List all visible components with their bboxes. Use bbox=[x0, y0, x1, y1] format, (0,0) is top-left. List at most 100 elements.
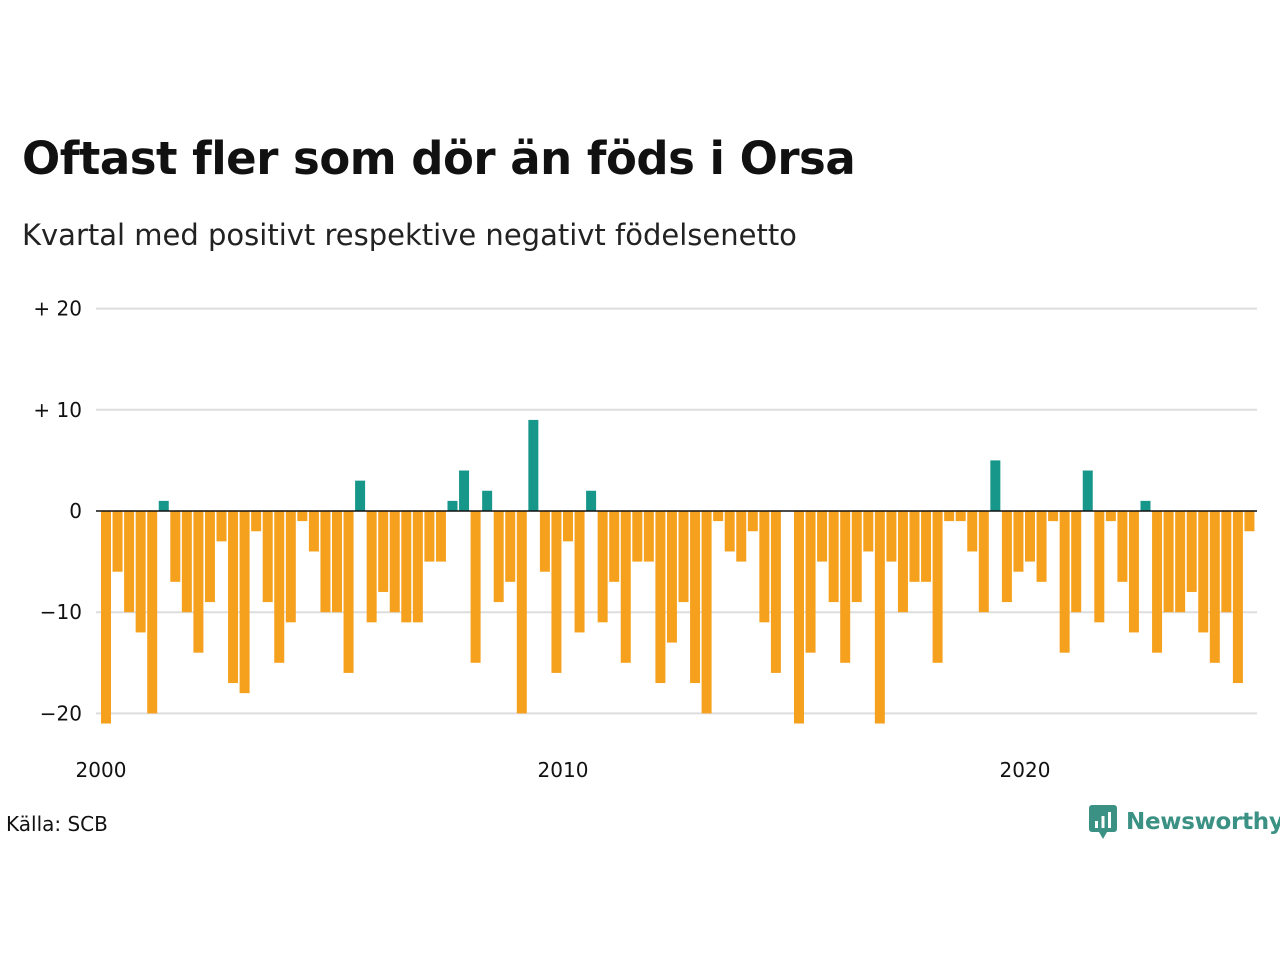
bar-negative bbox=[967, 511, 978, 552]
bar-negative bbox=[713, 511, 724, 522]
bar-negative bbox=[620, 511, 631, 663]
bar-negative bbox=[1048, 511, 1059, 522]
bar-negative bbox=[563, 511, 573, 542]
bar-negative bbox=[1232, 511, 1243, 684]
bar-negative bbox=[147, 511, 158, 714]
bar-negative bbox=[690, 511, 701, 684]
bar-positive bbox=[482, 490, 493, 511]
bar-negative bbox=[239, 511, 250, 694]
bar-negative bbox=[170, 511, 181, 582]
bar-negative bbox=[747, 511, 758, 532]
x-tick-label: 2000 bbox=[76, 758, 127, 782]
bar-negative bbox=[412, 511, 423, 623]
bar-negative bbox=[112, 511, 123, 572]
bar-chart: + 20 + 10 0 −10 −20 2000 2010 2020 bbox=[33, 297, 1257, 782]
bar-negative bbox=[1186, 511, 1197, 592]
bar-negative bbox=[678, 511, 689, 603]
bar-negative bbox=[828, 511, 839, 603]
bar-negative bbox=[1117, 511, 1128, 582]
bar-negative bbox=[794, 511, 804, 724]
bar-negative bbox=[516, 511, 527, 714]
bar-negative bbox=[897, 511, 908, 613]
bar-negative bbox=[932, 511, 943, 663]
bar-negative bbox=[770, 511, 781, 673]
bar-negative bbox=[228, 511, 239, 684]
bar-negative bbox=[1036, 511, 1047, 582]
bar-negative bbox=[805, 511, 816, 653]
bar-negative bbox=[308, 511, 319, 552]
bar-negative bbox=[493, 511, 504, 603]
bar-negative bbox=[378, 511, 389, 592]
bar-negative bbox=[389, 511, 400, 613]
bar-negative bbox=[886, 511, 897, 562]
bar-negative bbox=[1013, 511, 1024, 572]
bar-positive bbox=[990, 460, 1001, 511]
bar-negative bbox=[124, 511, 135, 613]
bar-negative bbox=[944, 511, 955, 522]
bar-negative bbox=[817, 511, 828, 562]
bar-negative bbox=[1244, 511, 1255, 532]
bar-negative bbox=[666, 511, 677, 643]
bar-positive bbox=[586, 490, 597, 511]
bar-negative bbox=[643, 511, 654, 562]
bar-negative bbox=[863, 511, 874, 552]
bar-negative bbox=[551, 511, 562, 673]
bar-negative bbox=[366, 511, 377, 623]
bar-negative bbox=[921, 511, 932, 582]
bar-negative bbox=[1025, 511, 1035, 562]
bar-negative bbox=[424, 511, 435, 562]
bar-negative bbox=[840, 511, 851, 663]
y-tick-label: 0 bbox=[69, 499, 82, 523]
bar-negative bbox=[262, 511, 273, 603]
bar-negative bbox=[955, 511, 966, 522]
bars bbox=[101, 419, 1255, 724]
bar-negative bbox=[1221, 511, 1232, 613]
bar-negative bbox=[401, 511, 412, 623]
bar-negative bbox=[343, 511, 354, 673]
bar-negative bbox=[597, 511, 608, 623]
bar-negative bbox=[101, 511, 111, 724]
bar-negative bbox=[181, 511, 192, 613]
bar-negative bbox=[609, 511, 620, 582]
bar-negative bbox=[1198, 511, 1209, 633]
bar-negative bbox=[505, 511, 516, 582]
y-axis-labels: + 20 + 10 0 −10 −20 bbox=[33, 297, 82, 726]
bar-negative bbox=[1059, 511, 1070, 653]
brand-logo: Newsworthy bbox=[1088, 804, 1280, 840]
bar-positive bbox=[459, 470, 470, 511]
bar-negative bbox=[435, 511, 446, 562]
y-tick-label: + 20 bbox=[33, 297, 82, 321]
bar-negative bbox=[1071, 511, 1082, 613]
bar-negative bbox=[1152, 511, 1163, 653]
bar-negative bbox=[759, 511, 770, 623]
bar-negative bbox=[1094, 511, 1105, 623]
brand-name: Newsworthy bbox=[1126, 809, 1280, 835]
bar-negative bbox=[1001, 511, 1012, 603]
bar-negative bbox=[470, 511, 481, 663]
bar-negative bbox=[135, 511, 146, 633]
bar-positive bbox=[158, 500, 169, 511]
y-tick-label: −20 bbox=[40, 701, 82, 725]
newsworthy-logo-icon bbox=[1089, 805, 1117, 839]
bar-positive bbox=[447, 500, 458, 511]
bar-negative bbox=[978, 511, 989, 613]
bar-negative bbox=[216, 511, 227, 542]
x-tick-label: 2010 bbox=[538, 758, 589, 782]
bar-positive bbox=[355, 480, 366, 511]
y-tick-label: −10 bbox=[40, 600, 82, 624]
bar-positive bbox=[1082, 470, 1093, 511]
bar-negative bbox=[1209, 511, 1220, 663]
bar-negative bbox=[874, 511, 885, 724]
bar-negative bbox=[851, 511, 862, 603]
bar-negative bbox=[251, 511, 262, 532]
x-tick-label: 2020 bbox=[1000, 758, 1051, 782]
bar-positive bbox=[1140, 500, 1151, 511]
y-tick-label: + 10 bbox=[33, 398, 82, 422]
bar-negative bbox=[736, 511, 747, 562]
source-note: Källa: SCB bbox=[6, 812, 108, 836]
bar-negative bbox=[909, 511, 920, 582]
chart-subtitle: Kvartal med positivt respektive negativt… bbox=[22, 218, 797, 252]
bar-negative bbox=[539, 511, 550, 572]
bar-negative bbox=[632, 511, 643, 562]
bar-negative bbox=[1163, 511, 1174, 613]
